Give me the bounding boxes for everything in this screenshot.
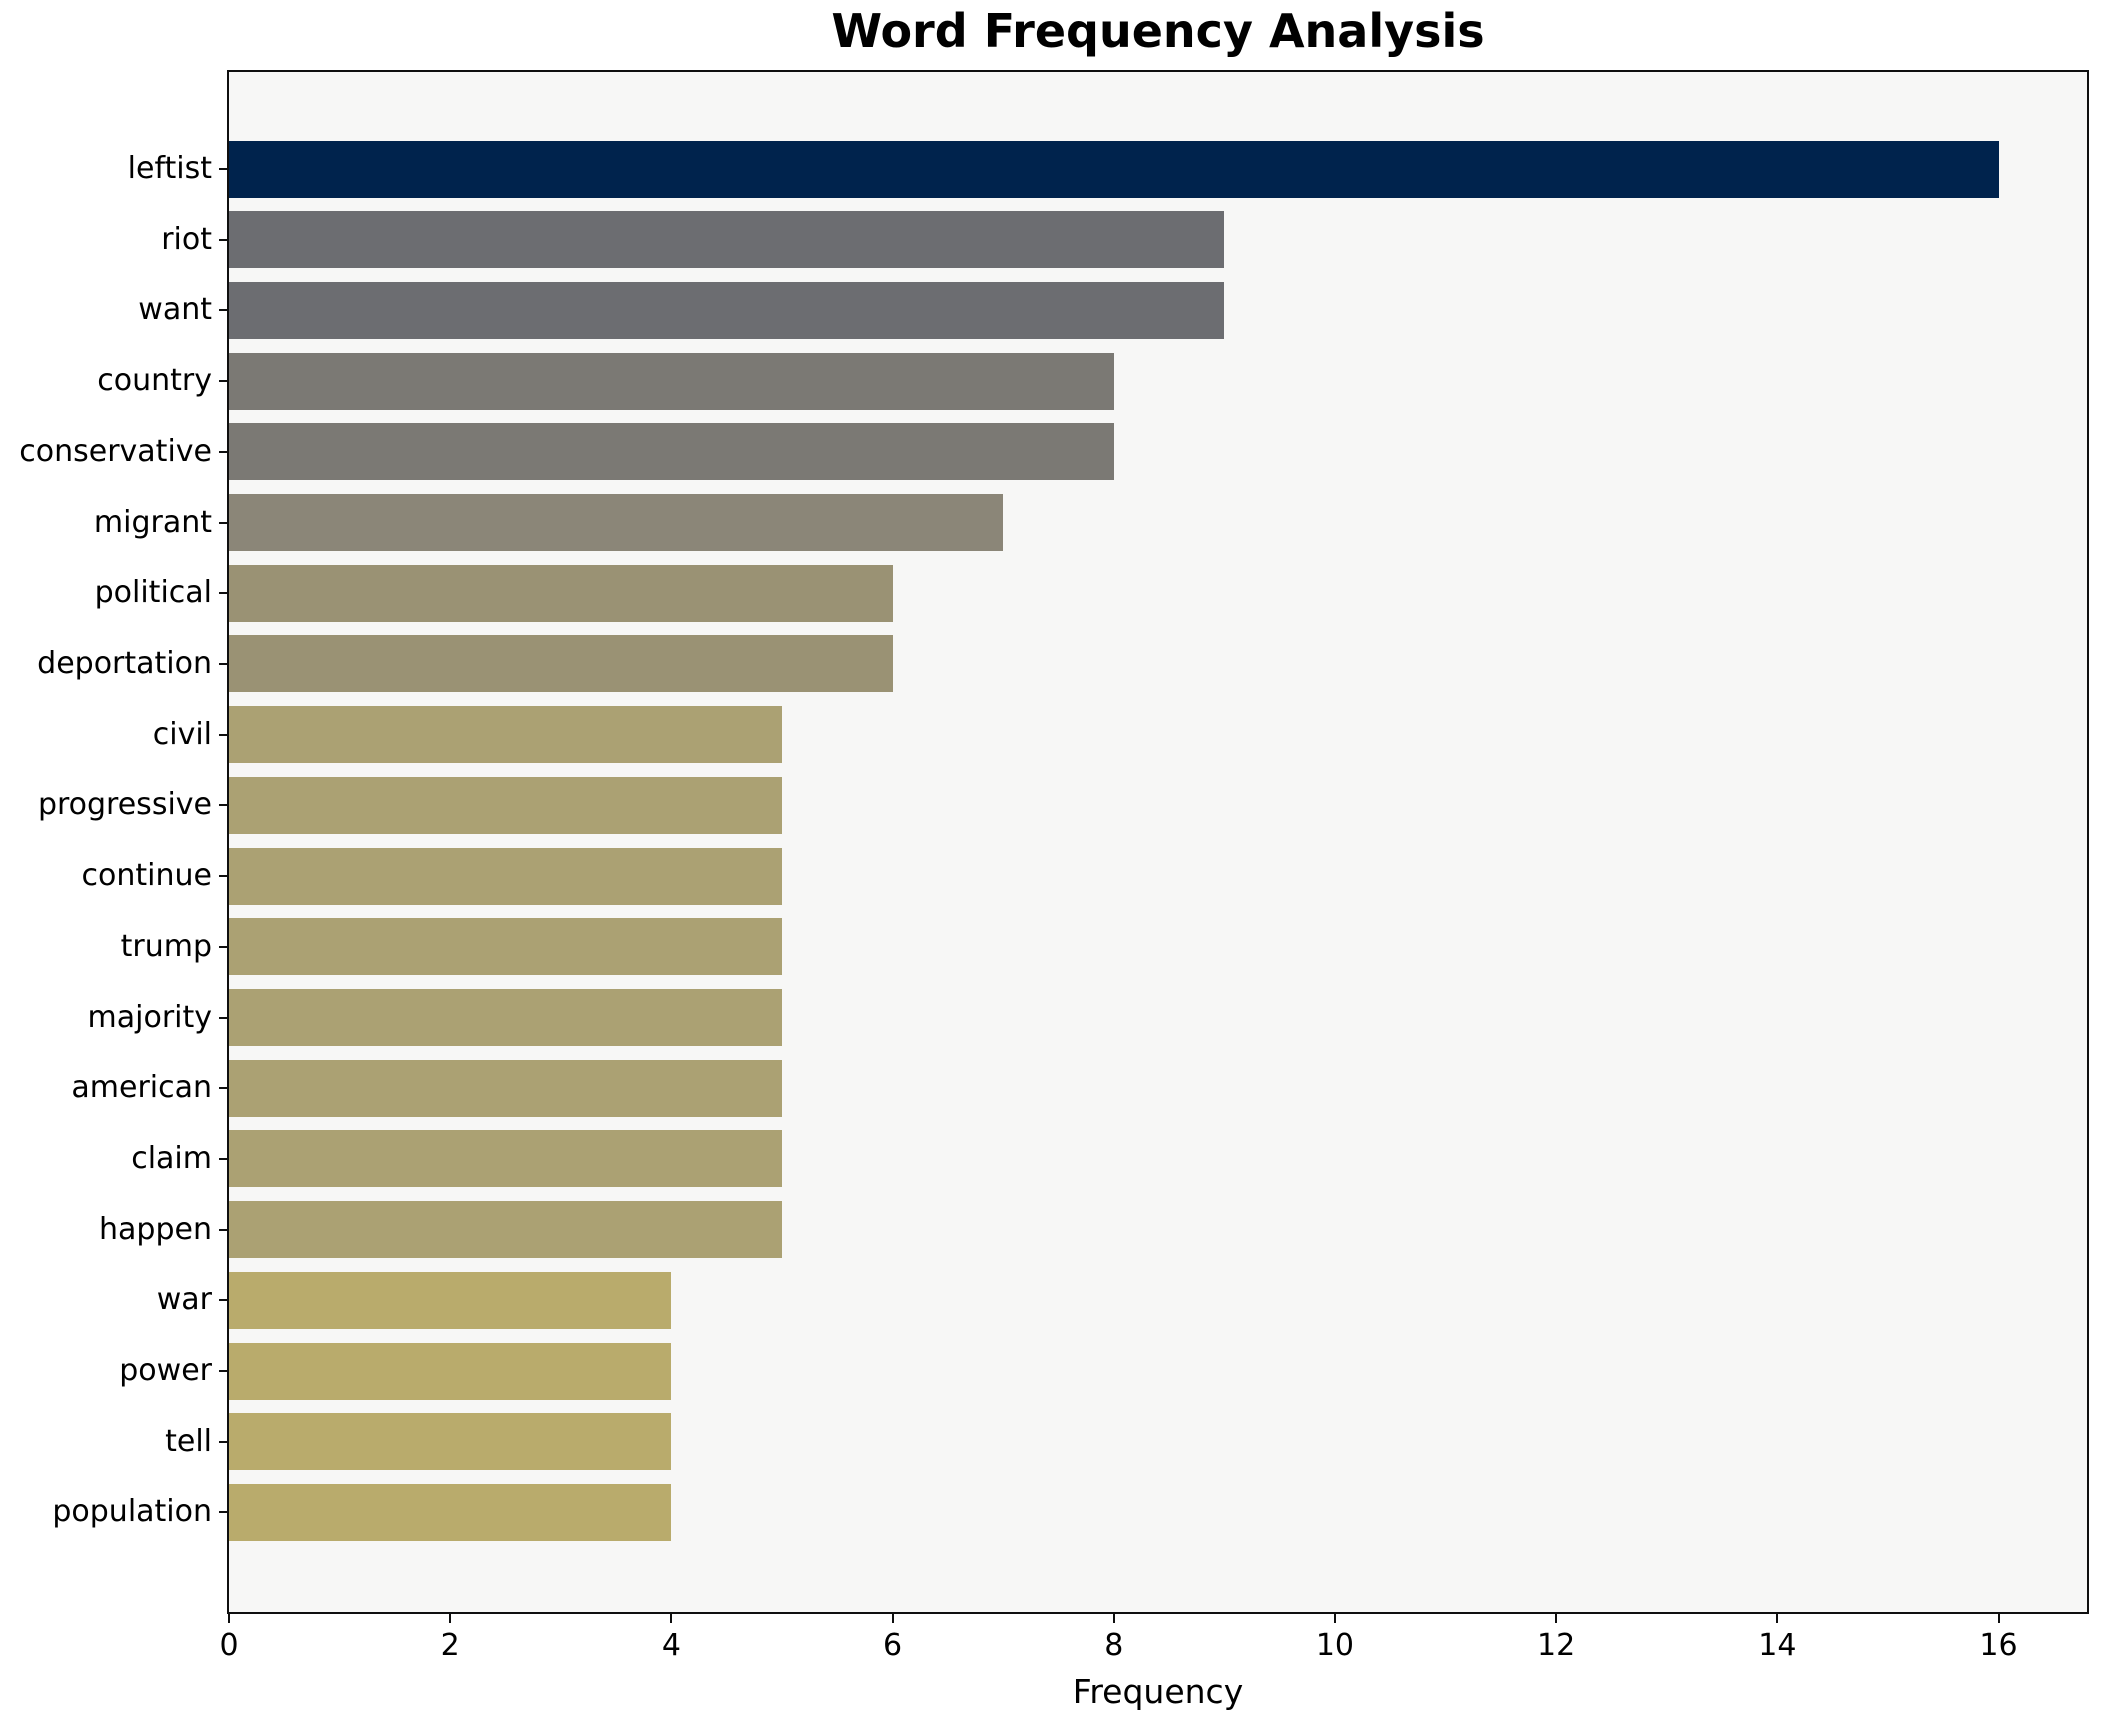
x-tick-mark bbox=[891, 1614, 894, 1623]
y-tick-mark bbox=[219, 1016, 228, 1019]
x-tick-mark bbox=[670, 1614, 673, 1623]
bar-civil bbox=[229, 706, 782, 764]
y-tick-label: american bbox=[71, 1070, 212, 1106]
y-tick-label: progressive bbox=[37, 787, 212, 823]
bar-country bbox=[229, 352, 1114, 410]
y-tick-label: continue bbox=[81, 858, 212, 894]
bar-war bbox=[229, 1271, 672, 1329]
y-tick-label: happen bbox=[99, 1211, 212, 1247]
bar-want bbox=[229, 281, 1225, 339]
chart-title: Word Frequency Analysis bbox=[831, 4, 1485, 58]
y-tick-mark bbox=[219, 1511, 228, 1514]
x-tick-label: 12 bbox=[1537, 1628, 1576, 1663]
y-tick-label: trump bbox=[120, 928, 212, 964]
x-tick-label: 2 bbox=[440, 1628, 460, 1663]
x-tick-label: 14 bbox=[1758, 1628, 1797, 1663]
y-tick-mark bbox=[219, 1087, 228, 1090]
y-tick-label: country bbox=[97, 363, 212, 399]
y-tick-label: riot bbox=[161, 221, 212, 257]
y-tick-mark bbox=[219, 521, 228, 524]
bar-leftist bbox=[229, 140, 1999, 198]
x-tick-label: 16 bbox=[1979, 1628, 2018, 1663]
y-tick-label: want bbox=[138, 292, 212, 328]
x-axis-label: Frequency bbox=[1072, 1672, 1244, 1711]
y-tick-mark bbox=[219, 168, 228, 170]
x-tick-label: 8 bbox=[1104, 1628, 1124, 1663]
bar-conservative bbox=[229, 423, 1114, 481]
y-tick-mark bbox=[219, 1370, 228, 1373]
x-tick-mark bbox=[1776, 1614, 1779, 1623]
x-tick-mark bbox=[1555, 1614, 1558, 1623]
x-tick-label: 4 bbox=[661, 1628, 681, 1663]
y-tick-label: tell bbox=[165, 1423, 212, 1459]
y-tick-label: leftist bbox=[127, 151, 212, 186]
x-tick-mark bbox=[1112, 1614, 1115, 1623]
x-tick-mark bbox=[1997, 1614, 2000, 1623]
y-tick-mark bbox=[219, 1440, 228, 1443]
y-tick-label: war bbox=[156, 1282, 212, 1318]
y-tick-mark bbox=[219, 1228, 228, 1231]
y-tick-mark bbox=[219, 945, 228, 948]
y-tick-mark bbox=[219, 662, 228, 665]
bar-trump bbox=[229, 918, 782, 976]
x-tick-label: 0 bbox=[219, 1628, 239, 1663]
y-tick-mark bbox=[219, 875, 228, 878]
y-tick-mark bbox=[219, 309, 228, 312]
bar-riot bbox=[229, 211, 1225, 269]
y-tick-label: migrant bbox=[93, 504, 212, 540]
bar-continue bbox=[229, 847, 782, 905]
y-tick-label: claim bbox=[131, 1140, 212, 1176]
bar-deportation bbox=[229, 635, 893, 693]
bar-migrant bbox=[229, 494, 1004, 552]
y-tick-label: conservative bbox=[19, 433, 212, 469]
x-tick-label: 6 bbox=[883, 1628, 903, 1663]
y-tick-mark bbox=[219, 733, 228, 736]
bar-happen bbox=[229, 1201, 782, 1259]
bar-tell bbox=[229, 1413, 672, 1471]
y-tick-mark bbox=[219, 450, 228, 453]
y-tick-mark bbox=[219, 804, 228, 807]
y-tick-mark bbox=[219, 380, 228, 383]
y-tick-mark bbox=[219, 1299, 228, 1302]
bar-power bbox=[229, 1342, 672, 1400]
y-tick-label: population bbox=[52, 1494, 212, 1530]
x-tick-mark bbox=[449, 1614, 452, 1623]
y-tick-mark bbox=[219, 592, 228, 595]
y-tick-label: political bbox=[94, 575, 212, 611]
bar-american bbox=[229, 1059, 782, 1117]
y-tick-mark bbox=[219, 238, 228, 241]
bar-political bbox=[229, 564, 893, 622]
x-tick-label: 10 bbox=[1315, 1628, 1355, 1663]
y-tick-label: power bbox=[119, 1353, 212, 1389]
x-tick-mark bbox=[228, 1614, 230, 1623]
bar-progressive bbox=[229, 776, 782, 834]
bar-claim bbox=[229, 1130, 782, 1188]
bar-population bbox=[229, 1483, 672, 1541]
y-tick-mark bbox=[219, 1157, 228, 1160]
x-tick-mark bbox=[1333, 1614, 1336, 1623]
y-tick-label: civil bbox=[152, 716, 212, 752]
y-tick-label: deportation bbox=[37, 645, 212, 681]
y-tick-label: majority bbox=[87, 999, 212, 1035]
bar-majority bbox=[229, 989, 782, 1047]
